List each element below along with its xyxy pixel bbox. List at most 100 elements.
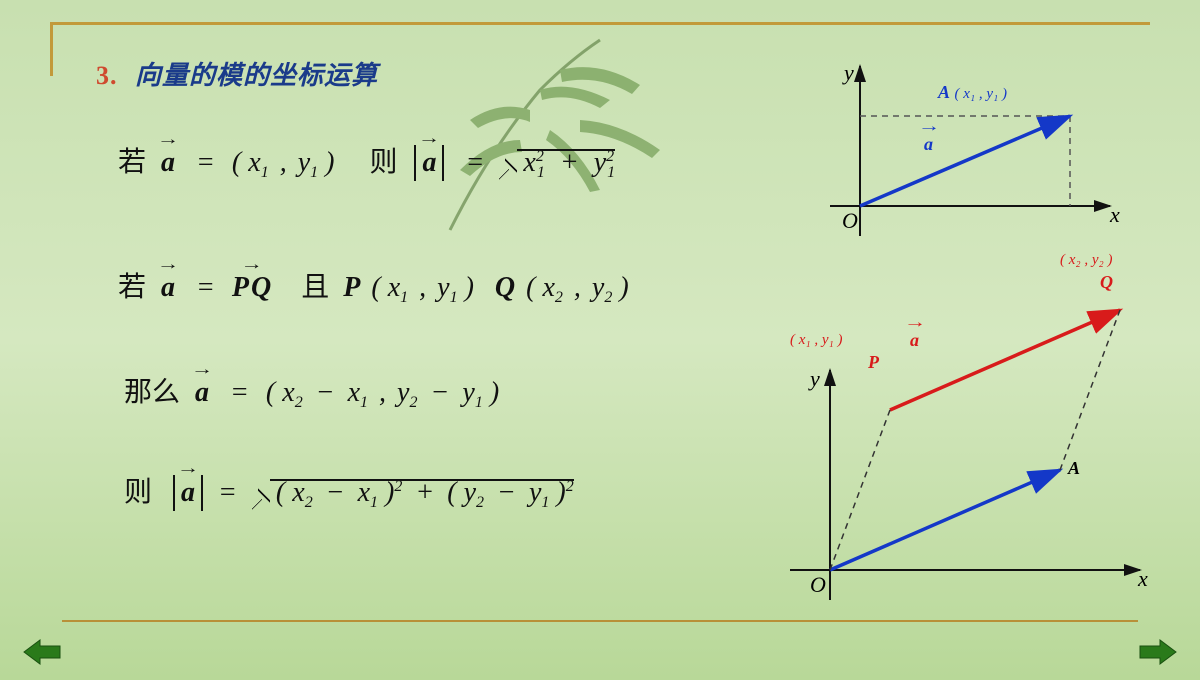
P: P xyxy=(343,272,360,303)
d1-O: O xyxy=(842,208,858,234)
d1-pt: ( x₁ , y₁ ) xyxy=(955,86,1008,102)
y: y xyxy=(298,147,310,178)
d1-A: A xyxy=(938,82,950,102)
sxs: 1 xyxy=(537,164,545,181)
abs-a2: a xyxy=(181,477,195,508)
title-text: 向量的模的坐标运算 xyxy=(135,61,378,90)
d2-P: P xyxy=(868,352,879,372)
eq3: = xyxy=(196,272,215,303)
y1a: y xyxy=(462,377,474,408)
diagram-2: y x O A ( x₂ , y₂ ) Q ( x₁ , y₁ ) P a xyxy=(760,300,1160,610)
eq5: = xyxy=(218,477,237,508)
qx: x xyxy=(542,272,554,303)
text-ze2: 则 xyxy=(124,477,152,508)
comma: , xyxy=(280,147,287,178)
c3: , xyxy=(379,377,386,408)
srp: ) xyxy=(385,477,394,508)
d2-O: O xyxy=(810,572,826,598)
formula-line-2: 若 a = PQ 且 P ( x1 , y1 ) Q ( x2 , y2 ) xyxy=(118,265,629,307)
formula-line-4: 则 a = ( x2 − x1 )2 + ( y2 − y1 )2 xyxy=(124,470,574,512)
vec-a2: a xyxy=(161,272,175,303)
d2-x: x xyxy=(1138,566,1148,592)
s2ba: 2 xyxy=(409,394,417,411)
sys: 1 xyxy=(607,164,615,181)
srp2: ) xyxy=(556,477,565,508)
lparen: ( xyxy=(232,147,241,178)
ps1b: 1 xyxy=(450,289,458,306)
d2-p1: ( x₁ , y₁ ) xyxy=(790,332,843,349)
d2-y: y xyxy=(810,366,820,392)
vec-a: a xyxy=(161,147,175,178)
eq2: = xyxy=(465,147,484,178)
sminus: − xyxy=(326,477,345,508)
y2a: y xyxy=(397,377,409,408)
pc: , xyxy=(419,272,426,303)
text-name: 那么 xyxy=(124,377,180,408)
eq: = xyxy=(196,147,215,178)
frame-left xyxy=(50,22,53,76)
py: y xyxy=(437,272,449,303)
slp2: ( xyxy=(447,477,456,508)
x1a: x xyxy=(348,377,360,408)
minus2: − xyxy=(430,377,449,408)
lp2: ( xyxy=(371,272,380,303)
plus: + xyxy=(560,147,579,178)
d2-p2: ( x₂ , y₂ ) xyxy=(1060,252,1113,269)
lp3: ( xyxy=(266,377,275,408)
d1-y: y xyxy=(844,60,854,86)
rule-bottom xyxy=(62,620,1138,622)
sub1: 1 xyxy=(261,164,269,181)
minus: − xyxy=(316,377,335,408)
s1ba: 1 xyxy=(475,394,483,411)
slp: ( xyxy=(276,477,285,508)
text-ze: 则 xyxy=(369,147,397,178)
d1-x: x xyxy=(1110,202,1120,228)
sx2: x xyxy=(292,477,304,508)
ps1: 1 xyxy=(400,289,408,306)
ss1: 1 xyxy=(370,494,378,511)
qy: y xyxy=(592,272,604,303)
ss1b: 1 xyxy=(541,494,549,511)
text-ruo2: 若 xyxy=(118,272,146,303)
title-number: 3. xyxy=(96,61,118,90)
sy1: y xyxy=(529,477,541,508)
text-qie: 且 xyxy=(301,272,329,303)
splus: + xyxy=(415,477,434,508)
sx: x xyxy=(523,147,535,178)
formula-line-3: 那么 a = ( x2 − x1 , y2 − y1 ) xyxy=(124,370,499,412)
d2-a: a xyxy=(910,330,919,350)
sub1b: 1 xyxy=(310,164,318,181)
sminus2: − xyxy=(497,477,516,508)
x: x xyxy=(248,147,260,178)
abs-a: a xyxy=(422,147,436,178)
vec-a3: a xyxy=(195,377,209,408)
sy: y xyxy=(594,147,606,178)
ss2b: 2 xyxy=(476,494,484,511)
d2-A: A xyxy=(1068,458,1080,478)
prp: ) xyxy=(465,272,474,303)
ss2: 2 xyxy=(305,494,313,511)
s2a: 2 xyxy=(295,394,303,411)
prev-button[interactable] xyxy=(22,638,62,666)
sy2: y xyxy=(464,477,476,508)
qrp: ) xyxy=(619,272,628,303)
d2-Q: Q xyxy=(1100,272,1113,292)
frame-top xyxy=(50,22,1150,25)
qs2: 2 xyxy=(555,289,563,306)
d1-a: a xyxy=(924,134,933,154)
px: x xyxy=(388,272,400,303)
qs2b: 2 xyxy=(604,289,612,306)
rp3: ) xyxy=(490,377,499,408)
section-title: 3. 向量的模的坐标运算 xyxy=(96,55,378,92)
eq4: = xyxy=(230,377,249,408)
next-button[interactable] xyxy=(1138,638,1178,666)
formula-line-1: 若 a = ( x1 , y1 ) 则 a = x21 + y21 xyxy=(118,140,615,182)
s1a: 1 xyxy=(360,394,368,411)
diagram-1: y x O A ( x₁ , y₁ ) a xyxy=(800,56,1130,246)
rparen: ) xyxy=(325,147,334,178)
Q: Q xyxy=(495,272,515,303)
text-ruo: 若 xyxy=(118,147,146,178)
qlp: ( xyxy=(526,272,535,303)
sx1: x xyxy=(358,477,370,508)
x2a: x xyxy=(282,377,294,408)
